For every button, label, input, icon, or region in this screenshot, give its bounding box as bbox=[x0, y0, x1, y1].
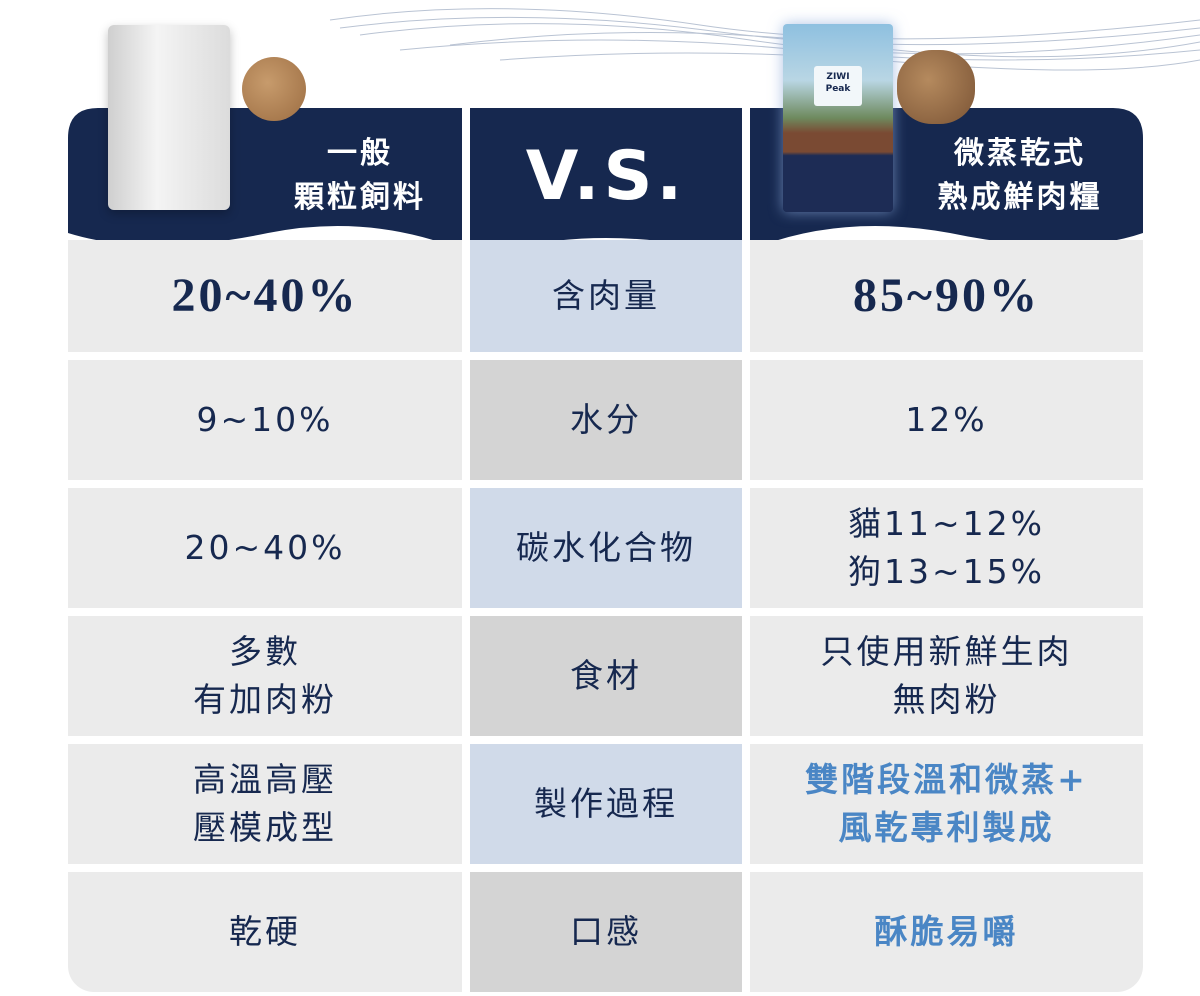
left-value-cell-text: 9~10% bbox=[197, 396, 334, 444]
left-value-cell-text: 高溫高壓 壓模成型 bbox=[193, 756, 337, 852]
kibble-image bbox=[242, 57, 306, 121]
left-title-line: 一般 bbox=[327, 136, 393, 171]
right-value-cell-text: 貓11~12% 狗13~15% bbox=[848, 500, 1045, 596]
mountain-sketch-decoration bbox=[329, 8, 1200, 71]
cell-line: 含肉量 bbox=[552, 276, 660, 316]
criteria-label-cell: 含肉量 bbox=[470, 240, 742, 352]
criteria-label-cell-text: 含肉量 bbox=[552, 272, 660, 320]
ziwi-peak-bag-image: ZIWI Peak bbox=[783, 24, 893, 212]
criteria-label-cell-text: 口感 bbox=[570, 908, 642, 956]
cell-line: 製作過程 bbox=[534, 784, 678, 824]
left-value-cell-text: 20~40% bbox=[185, 524, 346, 572]
cell-line: 水分 bbox=[570, 400, 642, 440]
cell-line: 無肉粉 bbox=[892, 680, 1001, 719]
left-value-cell: 多數 有加肉粉 bbox=[68, 616, 462, 736]
left-header-title: 一般 顆粒飼料 bbox=[280, 132, 440, 219]
cell-line: 只使用新鮮生肉 bbox=[820, 632, 1073, 672]
right-value-cell-text: 85~90% bbox=[853, 261, 1040, 331]
left-value-cell: 20~40% bbox=[68, 240, 462, 352]
cell-line: 雙階段溫和微蒸+ bbox=[805, 760, 1088, 800]
cell-line: 高溫高壓 bbox=[193, 760, 337, 800]
right-value-cell-text: 12% bbox=[905, 396, 987, 444]
cell-line: 20~40% bbox=[184, 528, 346, 568]
right-value-cell: 酥脆易嚼 bbox=[750, 872, 1143, 992]
criteria-label-cell: 碳水化合物 bbox=[470, 488, 742, 608]
left-value-cell: 20~40% bbox=[68, 488, 462, 608]
right-value-cell: 貓11~12% 狗13~15% bbox=[750, 488, 1143, 608]
left-value-cell-text: 20~40% bbox=[172, 261, 359, 331]
criteria-label-cell-text: 水分 bbox=[570, 396, 642, 444]
left-title-line: 顆粒飼料 bbox=[294, 179, 426, 215]
right-title-line: 熟成鮮肉糧 bbox=[937, 179, 1103, 215]
right-header-title: 微蒸乾式 熟成鮮肉糧 bbox=[925, 132, 1115, 219]
kibble-bag-image bbox=[108, 25, 230, 210]
vs-title: V.S. bbox=[525, 137, 687, 216]
cell-line: 有加肉粉 bbox=[193, 680, 337, 719]
right-value-cell-text: 酥脆易嚼 bbox=[875, 908, 1019, 956]
middle-header-bg bbox=[470, 108, 742, 258]
cell-line: 壓模成型 bbox=[193, 808, 337, 847]
cell-line: 9~10% bbox=[196, 400, 334, 440]
cell-line: 風乾專利製成 bbox=[838, 808, 1055, 847]
left-value-cell: 乾硬 bbox=[68, 872, 462, 992]
cell-line: 貓11~12% bbox=[848, 504, 1045, 544]
cell-line: 20~40% bbox=[171, 269, 359, 323]
cell-line: 85~90% bbox=[853, 269, 1040, 323]
cell-line: 狗13~15% bbox=[848, 552, 1045, 591]
criteria-label-cell-text: 食材 bbox=[570, 652, 642, 700]
cell-line: 乾硬 bbox=[229, 912, 301, 952]
left-value-cell-text: 多數 有加肉粉 bbox=[193, 628, 337, 724]
criteria-label-cell: 口感 bbox=[470, 872, 742, 992]
cell-line: 碳水化合物 bbox=[516, 528, 696, 568]
cell-line: 口感 bbox=[570, 912, 642, 952]
criteria-label-cell: 製作過程 bbox=[470, 744, 742, 864]
criteria-label-cell-text: 碳水化合物 bbox=[516, 524, 696, 572]
right-value-cell: 85~90% bbox=[750, 240, 1143, 352]
cell-line: 酥脆易嚼 bbox=[874, 912, 1019, 952]
criteria-label-cell-text: 製作過程 bbox=[534, 780, 678, 828]
criteria-label-cell: 水分 bbox=[470, 360, 742, 480]
right-value-cell: 雙階段溫和微蒸+ 風乾專利製成 bbox=[750, 744, 1143, 864]
cell-line: 多數 bbox=[229, 632, 301, 672]
air-dried-food-image bbox=[897, 50, 975, 124]
right-value-cell: 12% bbox=[750, 360, 1143, 480]
criteria-label-cell: 食材 bbox=[470, 616, 742, 736]
left-value-cell: 9~10% bbox=[68, 360, 462, 480]
cell-line: 食材 bbox=[570, 656, 642, 696]
right-title-line: 微蒸乾式 bbox=[954, 136, 1086, 171]
right-value-cell-text: 只使用新鮮生肉 無肉粉 bbox=[821, 628, 1073, 724]
right-value-cell: 只使用新鮮生肉 無肉粉 bbox=[750, 616, 1143, 736]
left-value-cell-text: 乾硬 bbox=[229, 908, 301, 956]
left-value-cell: 高溫高壓 壓模成型 bbox=[68, 744, 462, 864]
cell-line: 12% bbox=[905, 400, 988, 440]
right-value-cell-text: 雙階段溫和微蒸+ 風乾專利製成 bbox=[805, 756, 1088, 852]
